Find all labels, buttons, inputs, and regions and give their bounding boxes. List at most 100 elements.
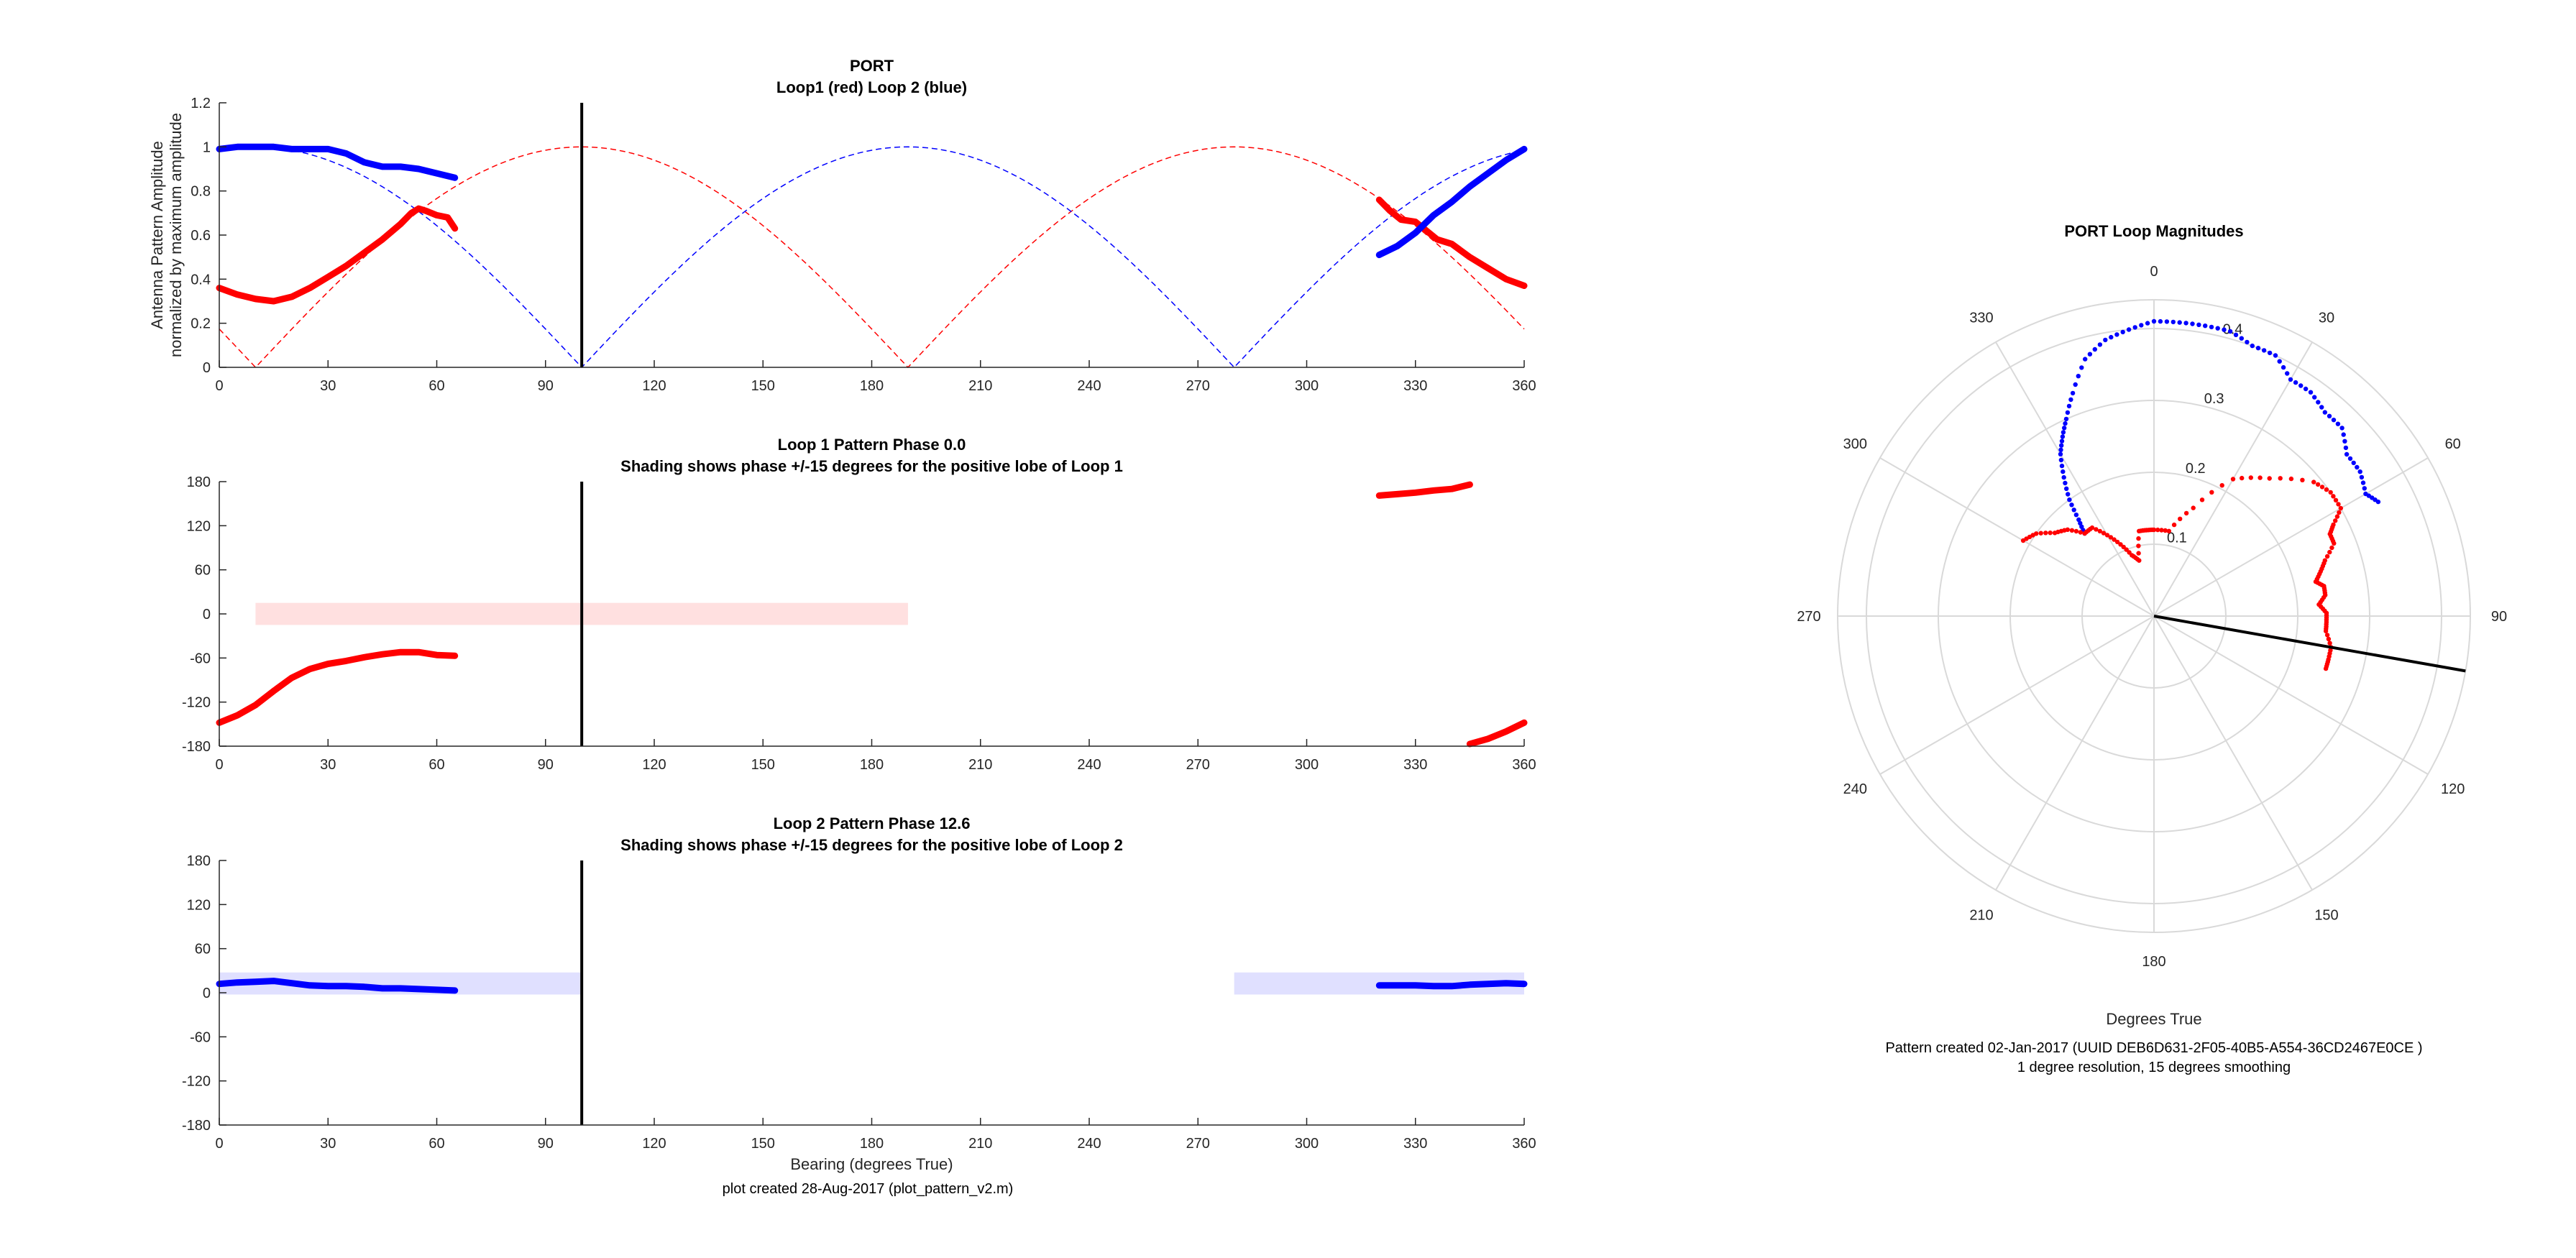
polar-theta-label: 270 xyxy=(1797,609,1820,625)
polar-point-series-1 xyxy=(2258,475,2263,480)
polar-point-series-1 xyxy=(2319,566,2324,571)
x-tick-label: 150 xyxy=(751,757,775,773)
polar-point-series-0 xyxy=(2342,439,2347,444)
polar-point-series-0 xyxy=(2079,524,2084,529)
x-tick-label: 120 xyxy=(642,757,666,773)
y-tick-label: 120 xyxy=(187,518,211,534)
polar-point-series-1 xyxy=(2315,482,2321,487)
polar-point-series-0 xyxy=(2059,439,2065,444)
polar-point-series-1 xyxy=(2199,497,2205,502)
polar-point-series-0 xyxy=(2058,457,2064,463)
polar-point-series-1 xyxy=(2330,538,2336,543)
polar-point-series-0 xyxy=(2063,421,2068,426)
polar-point-series-0 xyxy=(2114,332,2119,337)
y-tick-label: 60 xyxy=(195,942,211,958)
polar-point-series-0 xyxy=(2341,432,2346,437)
polar-theta-label: 90 xyxy=(2491,609,2507,625)
panel-loop2-phase: 0 30 60 90 120 150 180 210 240 270 300 330 360 -180 -1… xyxy=(182,814,1536,1173)
x-tick-label: 240 xyxy=(1077,757,1101,773)
polar-theta-label: 60 xyxy=(2445,436,2461,452)
polar-point-series-0 xyxy=(2203,323,2208,329)
polar-theta-label: 30 xyxy=(2319,310,2334,326)
polar-point-series-1 xyxy=(2314,577,2319,582)
polar-point-series-0 xyxy=(2060,434,2066,439)
y-tick-label: 0 xyxy=(203,607,211,623)
polar-point-series-0 xyxy=(2281,364,2286,370)
polar-point-series-1 xyxy=(2300,477,2305,482)
polar-point-series-0 xyxy=(2359,474,2365,480)
polar-point-series-0 xyxy=(2087,352,2093,357)
polar-theta-label: 300 xyxy=(1843,436,1867,452)
polar-point-series-1 xyxy=(2338,505,2343,511)
polar-point-series-0 xyxy=(2239,336,2244,341)
polar-point-series-0 xyxy=(2061,474,2066,480)
y-axis-label-2: normalized by maximum amplitude xyxy=(167,113,185,357)
pattern-note-line1: Pattern created 02-Jan-2017 (UUID DEB6D6… xyxy=(1885,1040,2422,1056)
x-tick-label: 90 xyxy=(538,1136,554,1152)
polar-point-series-1 xyxy=(2327,654,2332,659)
polar-point-series-0 xyxy=(2267,350,2273,356)
polar-point-series-1 xyxy=(2326,636,2332,642)
polar-point-series-0 xyxy=(2327,413,2332,418)
y-tick-label: 120 xyxy=(187,897,211,913)
polar-point-series-0 xyxy=(2288,377,2293,382)
x-tick-label: 240 xyxy=(1077,378,1101,394)
polar-point-series-0 xyxy=(2083,357,2088,362)
polar-point-series-1 xyxy=(2322,608,2327,613)
x-tick-label: 150 xyxy=(751,378,775,394)
chart-title: PORT xyxy=(850,57,894,75)
x-tick-label: 270 xyxy=(1186,757,1210,773)
series-0-segment-0 xyxy=(216,205,459,305)
polar-point-series-1 xyxy=(2318,600,2323,605)
polar-point-series-0 xyxy=(2183,321,2188,326)
polar-point-series-0 xyxy=(2250,343,2255,349)
polar-r-label: 0.3 xyxy=(2204,391,2224,407)
x-axis-label: Bearing (degrees True) xyxy=(790,1155,953,1173)
x-tick-label: 270 xyxy=(1186,1136,1210,1152)
polar-point-series-1 xyxy=(2324,554,2330,559)
y-tick-label: 0.8 xyxy=(191,184,211,200)
polar-point-series-1 xyxy=(2278,476,2283,481)
polar-point-series-0 xyxy=(2076,517,2081,523)
polar-point-series-0 xyxy=(2158,318,2163,324)
polar-point-series-0 xyxy=(2068,397,2073,403)
y-tick-label: 0 xyxy=(203,986,211,1001)
polar-point-series-1 xyxy=(2219,483,2224,488)
polar-point-series-1 xyxy=(2319,485,2325,490)
x-tick-label: 30 xyxy=(320,1136,336,1152)
polar-point-series-0 xyxy=(2357,469,2362,474)
polar-point-series-0 xyxy=(2362,486,2367,491)
polar-point-series-0 xyxy=(2355,464,2360,470)
polar-point-series-1 xyxy=(2327,641,2332,646)
polar-point-series-1 xyxy=(2142,528,2148,533)
polar-point-series-1 xyxy=(2324,664,2329,669)
polar-point-series-0 xyxy=(2343,445,2349,451)
y-tick-label: -60 xyxy=(190,1029,211,1045)
polar-point-series-0 xyxy=(2079,365,2084,370)
x-tick-label: 330 xyxy=(1403,378,1427,394)
polar-point-series-1 xyxy=(2324,633,2330,638)
y-tick-label: 0.2 xyxy=(191,316,211,332)
polar-point-series-0 xyxy=(2061,430,2066,435)
polar-point-series-0 xyxy=(2245,339,2250,345)
polar-point-series-1 xyxy=(2136,536,2141,541)
polar-point-series-0 xyxy=(2347,456,2353,462)
polar-r-label: 0.1 xyxy=(2167,530,2187,546)
polar-point-series-0 xyxy=(2151,318,2157,324)
polar-point-series-1 xyxy=(2163,528,2168,533)
chart-subtitle: Loop1 (red) Loop 2 (blue) xyxy=(776,78,967,96)
y-tick-label: -180 xyxy=(182,1118,211,1134)
pattern-note-line2: 1 degree resolution, 15 degrees smoothin… xyxy=(2017,1060,2291,1075)
x-tick-label: 270 xyxy=(1186,378,1210,394)
polar-point-series-1 xyxy=(2136,543,2141,548)
polar-point-series-0 xyxy=(2063,416,2069,422)
polar-point-series-1 xyxy=(2088,526,2093,532)
x-tick-label: 60 xyxy=(428,1136,444,1152)
polar-point-series-1 xyxy=(2094,527,2099,532)
polar-theta-label: 0 xyxy=(2150,264,2158,280)
polar-point-series-1 xyxy=(2043,531,2048,536)
panel-polar-magnitudes: 0 30 60 90 120 150 180 210 240 270 300 330 0.1 0.2 0.3… xyxy=(1797,222,2507,1075)
x-tick-label: 0 xyxy=(215,378,223,394)
polar-point-series-0 xyxy=(2164,319,2170,324)
